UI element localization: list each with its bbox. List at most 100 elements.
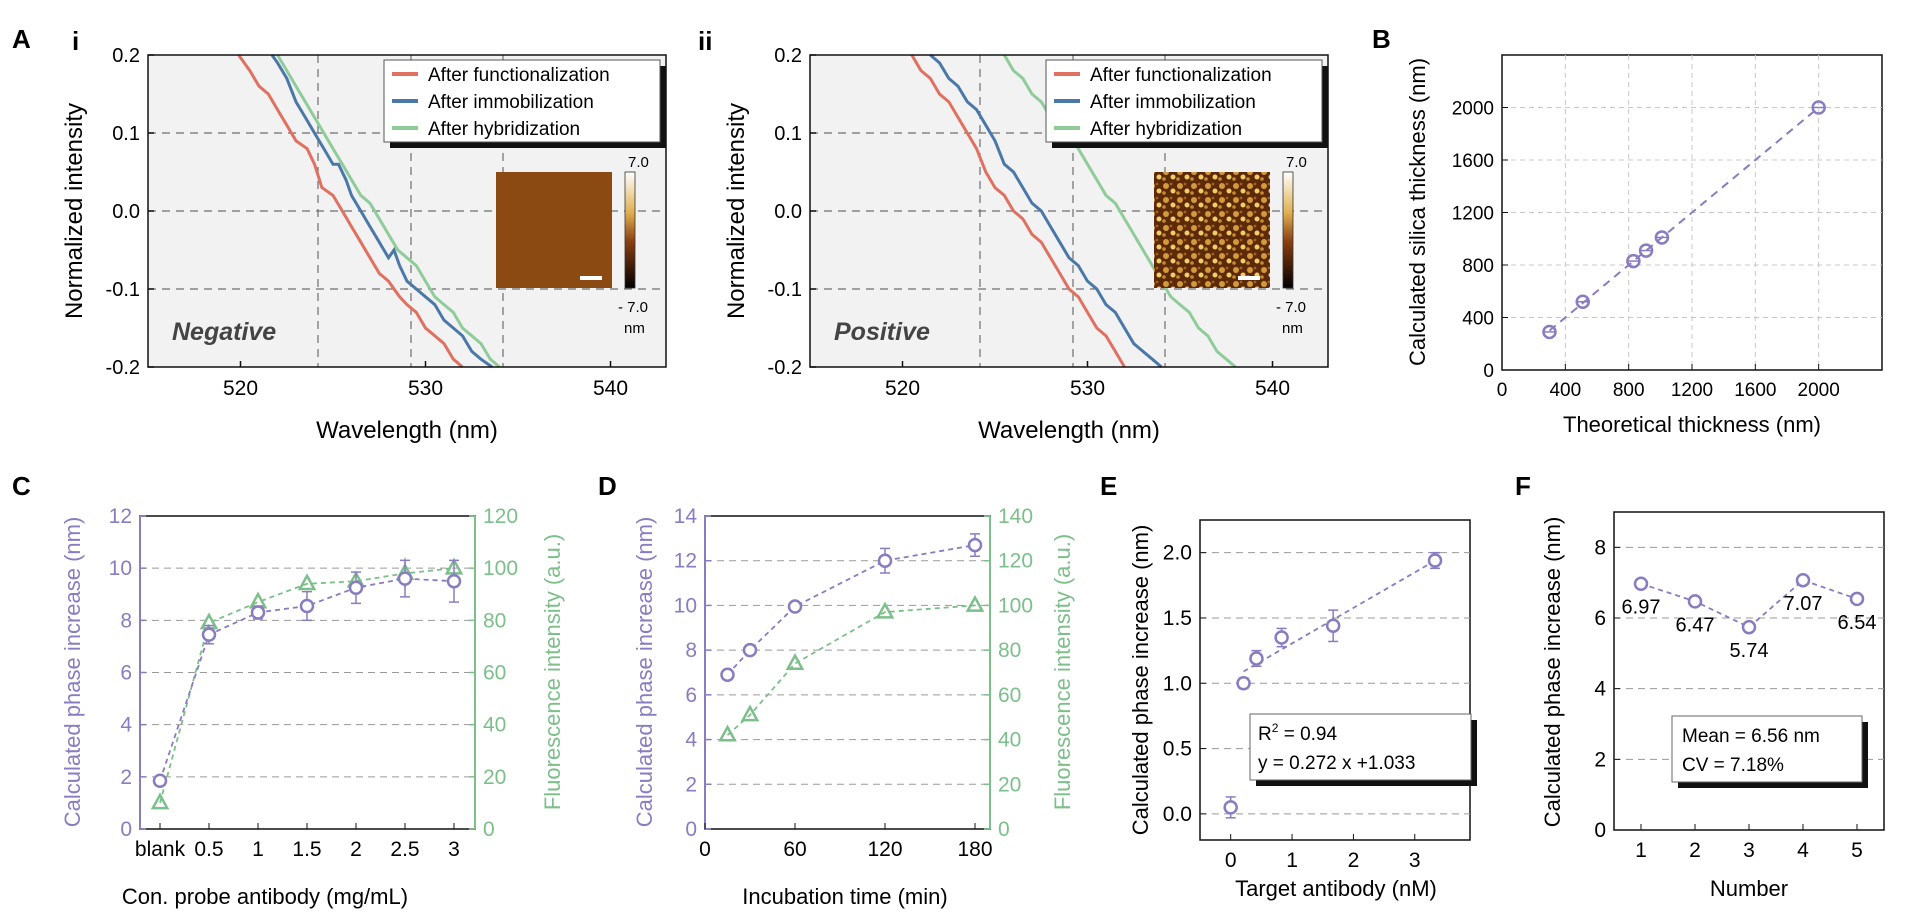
panel-e: 0.00.51.01.52.00 1 2 3 R2 = 0.94 y = 0.272 …	[1128, 519, 1477, 901]
y-tick-label-left: 0	[120, 818, 132, 841]
y-tick-label-left: 14	[674, 505, 698, 528]
panel-c: 0 0 2 20 4 40 6 60 8 80 10 100 12 120 blank 0.5 1 1.5 2 2.5…	[60, 505, 565, 909]
phase-point	[201, 627, 217, 642]
panel-label-F: F	[1515, 471, 1531, 501]
phase-point	[299, 598, 315, 614]
panel-label-B: B	[1372, 24, 1391, 54]
y-tick-label: -0.1	[106, 279, 140, 301]
y-tick-label: 0.2	[112, 45, 140, 67]
y-axis-title-right: Fluorescence intensity (a.u.)	[1050, 534, 1075, 810]
x-tick-label: 0.5	[194, 838, 223, 861]
dual-axis-content: 0 0 2 20 4 40 6 60 8 80 10 100 12 120 blank 0.5 1 1.5 2 2.5…	[109, 505, 518, 861]
colorbar-min: - 7.0	[618, 299, 648, 316]
data-point	[1249, 651, 1264, 666]
data-point	[1223, 800, 1238, 815]
y-tick-label: 2.0	[1163, 542, 1192, 565]
fluorescence-point	[740, 704, 760, 722]
y-tick-label: 6	[1594, 607, 1606, 630]
y-axis-title-left: Calculated phase increase (nm)	[632, 517, 657, 828]
legend: After functionalization After immobiliza…	[1045, 59, 1328, 148]
x-axis-title: Number	[1710, 876, 1788, 901]
x-tick-label: 2	[1689, 839, 1701, 862]
line-content: 0 2 4 6 8 1 2 3 4 5 6.97 6.47 5.74 7.07 6.54	[1594, 536, 1884, 862]
y-tick-label: 1600	[1452, 151, 1494, 172]
fit-line	[1548, 106, 1820, 332]
data-point	[1427, 553, 1443, 568]
data-label: 6.54	[1838, 612, 1877, 634]
phase-point	[720, 667, 735, 682]
panel-label-ii: ii	[698, 26, 712, 56]
fit-line	[1243, 559, 1436, 673]
y-tick-label-right: 20	[998, 773, 1021, 796]
fluorescence-line	[726, 604, 976, 736]
r2-base: R	[1258, 724, 1272, 745]
x-axis-title: Con. probe antibody (mg/mL)	[122, 884, 408, 909]
y-tick-label-right: 100	[483, 557, 518, 580]
y-axis-title: Calculated phase increase (nm)	[1540, 517, 1565, 828]
colorbar	[1282, 171, 1294, 289]
series-line	[270, 54, 493, 369]
x-tick-label: 180	[957, 838, 992, 861]
y-tick-label: 0.1	[112, 123, 140, 145]
y-tick-label: 0.0	[112, 201, 140, 223]
data-label: 6.97	[1622, 597, 1661, 619]
x-tick-label: 1	[1635, 839, 1647, 862]
y-tick-label-left: 8	[685, 639, 697, 662]
y-tick-label: 400	[1462, 309, 1494, 330]
x-tick-label: 2	[1348, 849, 1360, 872]
phase-line	[726, 544, 976, 676]
y-tick-label: 1.5	[1163, 607, 1192, 630]
y-tick-label: 800	[1462, 256, 1494, 277]
r2-exponent: 2	[1272, 721, 1279, 735]
phase-point	[446, 573, 462, 589]
x-tick-label: 520	[223, 377, 258, 400]
y-axis-title-right: Fluorescence intensity (a.u.)	[540, 534, 565, 810]
y-tick-label-right: 0	[483, 818, 495, 841]
afm-image	[1154, 172, 1270, 288]
x-axis-title: Target antibody (nM)	[1235, 876, 1437, 901]
x-tick-label: 2	[350, 838, 362, 861]
y-tick-label: 0	[1594, 819, 1606, 842]
colorbar	[624, 171, 636, 289]
fluorescence-point	[875, 601, 895, 619]
annotation-positive: Positive	[834, 318, 930, 346]
y-tick-label-right: 40	[998, 729, 1021, 752]
y-tick-label-left: 2	[120, 766, 132, 789]
x-tick-label: 0	[1497, 380, 1508, 401]
x-tick-label: 1	[1286, 849, 1298, 872]
y-tick-label: 1.0	[1163, 672, 1192, 695]
y-axis-title-left: Calculated phase increase (nm)	[60, 517, 85, 828]
fluorescence-point	[718, 724, 737, 742]
data-point	[1633, 576, 1649, 591]
fluorescence-point	[297, 573, 317, 591]
y-tick-label-right: 140	[998, 505, 1033, 528]
phase-point	[742, 642, 758, 658]
series-line	[929, 53, 1163, 369]
fluorescence-point	[965, 594, 985, 612]
x-axis-title: Theoretical thickness (nm)	[1563, 412, 1821, 437]
legend-label-functionalization: After functionalization	[428, 65, 610, 86]
y-tick-label-right: 60	[483, 662, 506, 685]
colorbar-max: 7.0	[1286, 154, 1307, 171]
y-tick-label-right: 0	[998, 818, 1010, 841]
y-tick-label-left: 6	[120, 662, 132, 685]
legend-label-immobilization: After immobilization	[1090, 92, 1256, 113]
axis-ticks: 0.2 0.1 0.0 -0.1 -0.2 520 530 540	[768, 45, 1290, 400]
phase-point	[877, 553, 893, 568]
x-tick-label: 2.5	[390, 838, 419, 861]
panel-aii: 0.2 0.1 0.0 -0.1 -0.2 520 530 540 Positive Afte…	[723, 45, 1329, 444]
x-tick-label: 4	[1797, 839, 1809, 862]
y-axis-title: Calculated silica thickness (nm)	[1405, 58, 1430, 366]
x-axis-title: Incubation time (min)	[742, 884, 947, 909]
y-tick-label-left: 0	[685, 818, 697, 841]
stats-annotation: Mean = 6.56 nm CV = 7.18%	[1671, 715, 1868, 788]
x-tick-label: 530	[1070, 377, 1105, 400]
x-tick-label: 3	[448, 838, 460, 861]
panel-b: 0 400 800 1200 1600 2000 0 400 800 1200 1600 2000 T…	[1405, 54, 1883, 437]
spectra-series	[237, 54, 501, 369]
panel-label-E: E	[1100, 471, 1117, 501]
x-tick-label: 3	[1409, 849, 1421, 872]
y-tick-label-left: 4	[120, 714, 132, 737]
